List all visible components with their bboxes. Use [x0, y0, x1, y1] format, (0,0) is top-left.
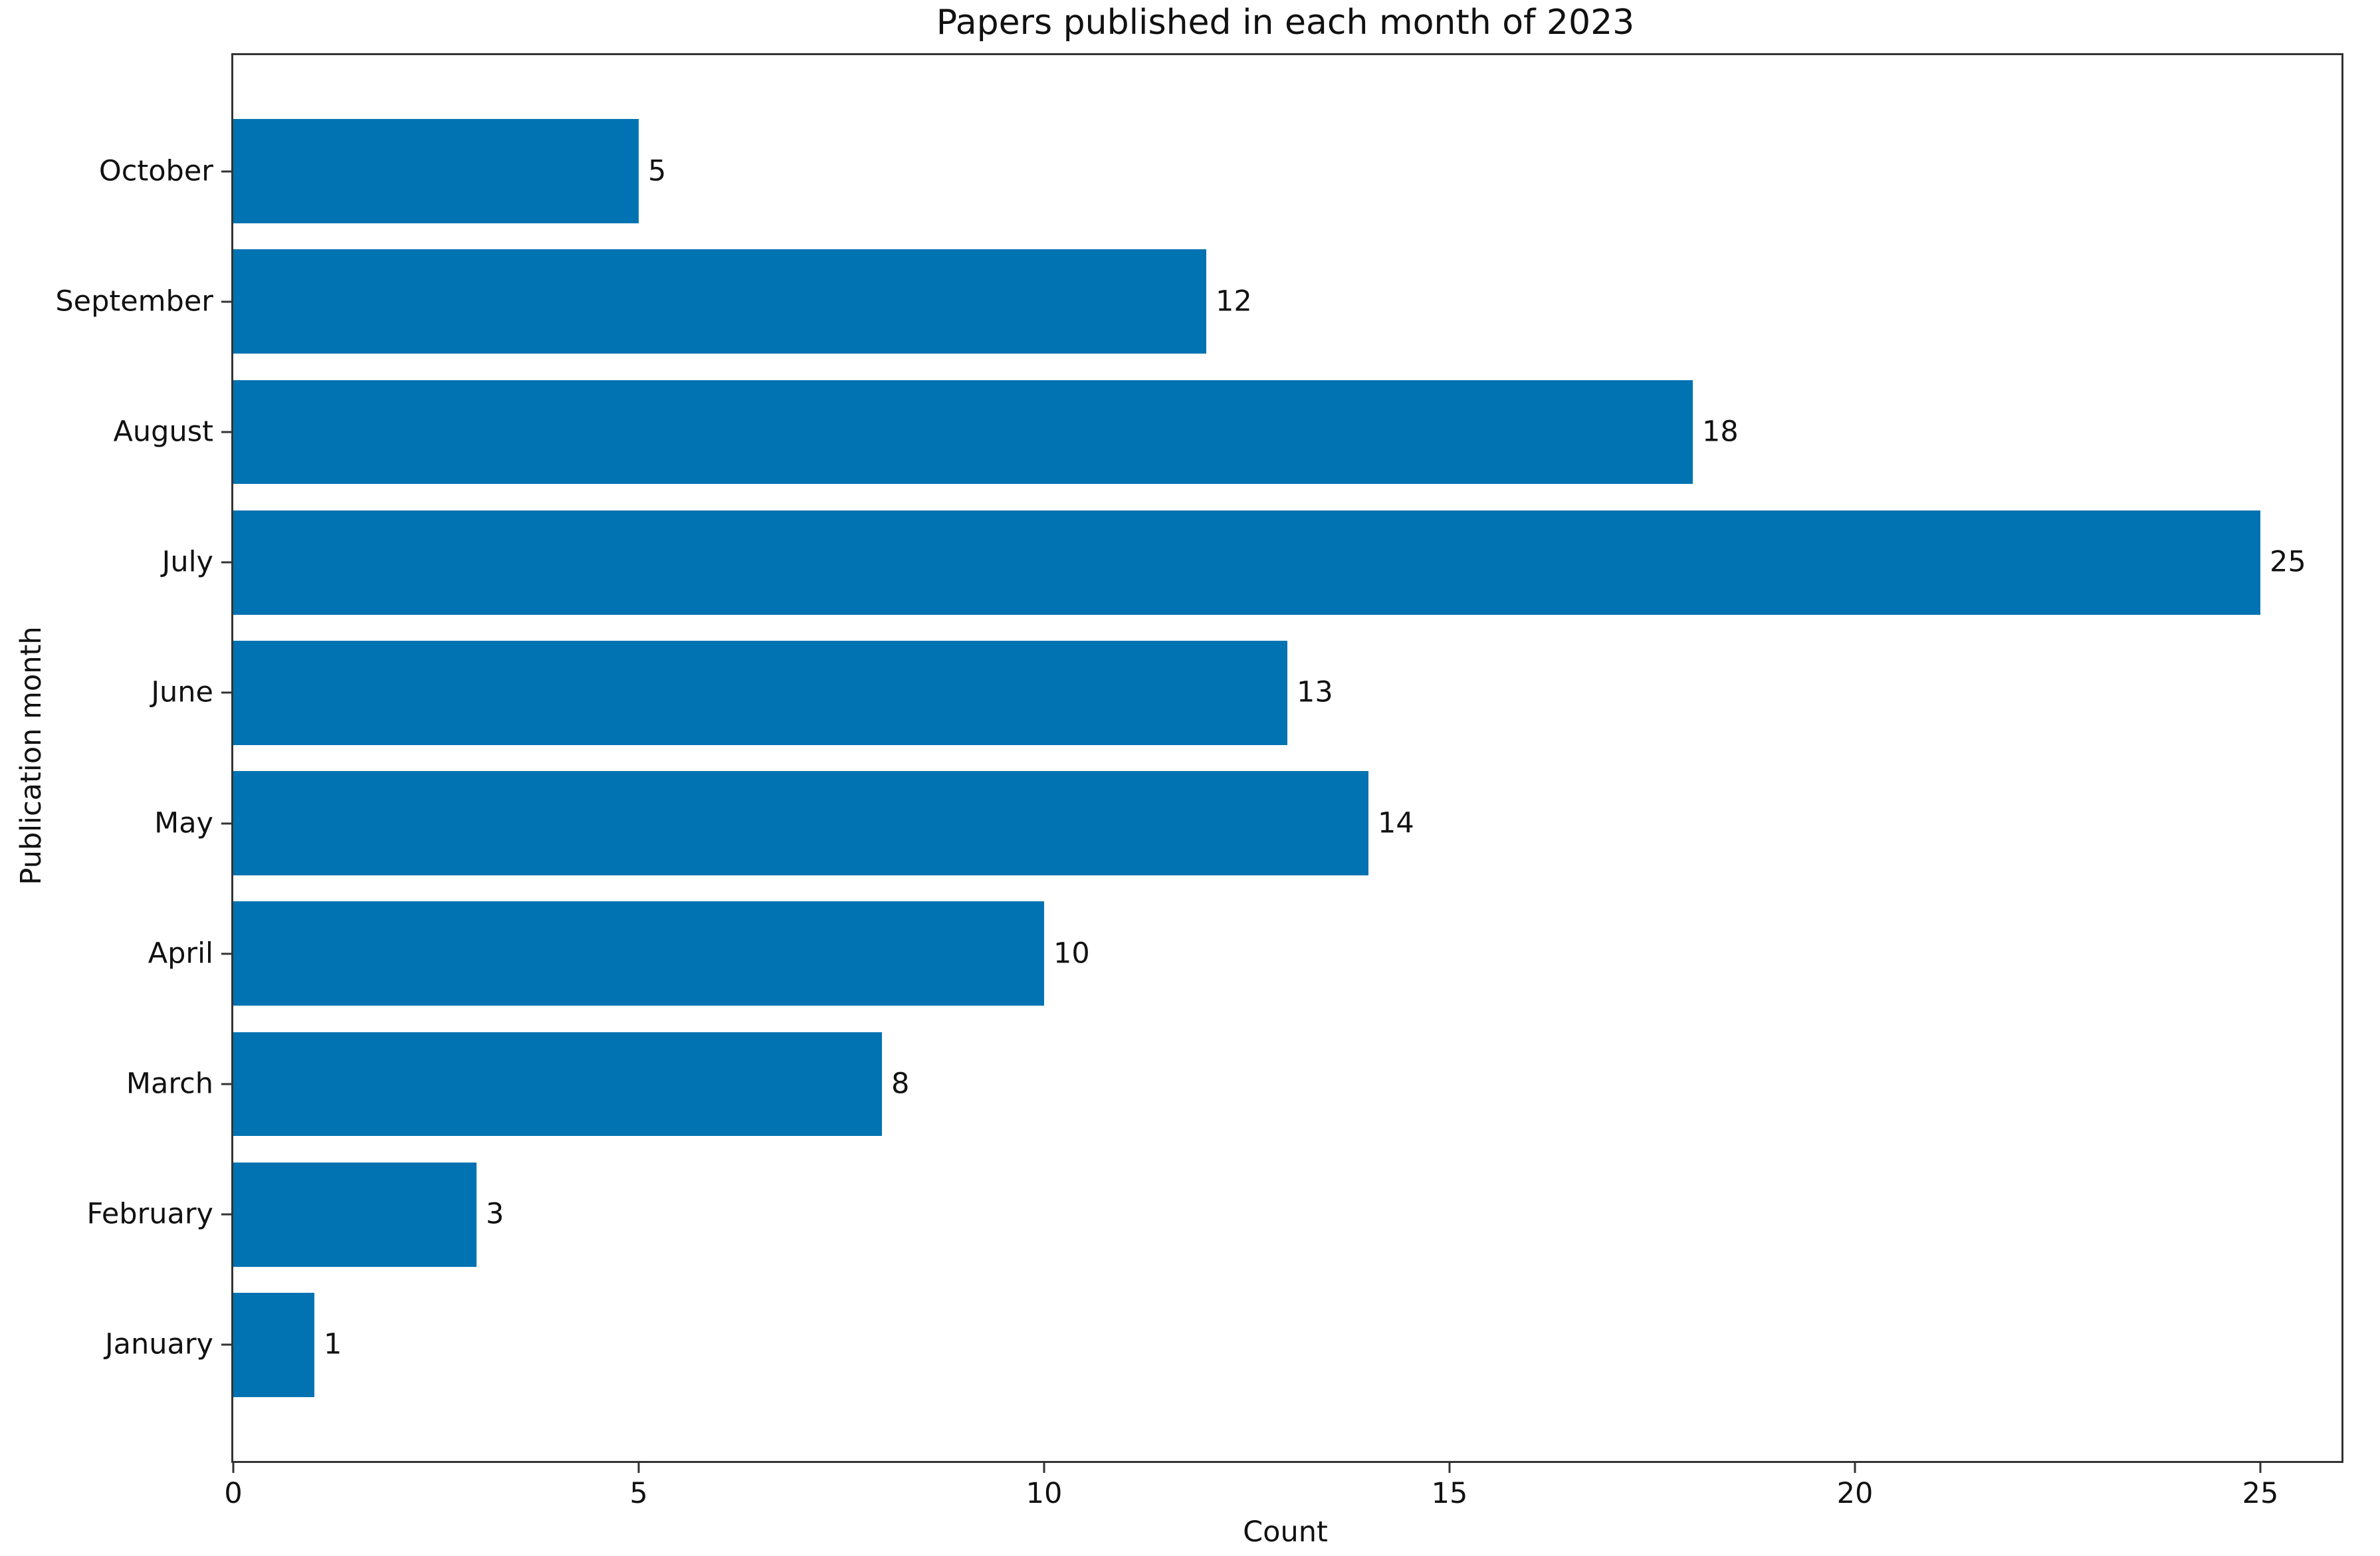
bar-value-label-october: 5: [648, 154, 667, 188]
bar-february: [233, 1162, 477, 1267]
x-tick-0: [232, 1463, 235, 1473]
x-axis-label: Count: [1243, 1515, 1328, 1549]
bar-value-label-june: 13: [1297, 675, 1333, 709]
bar-value-label-february: 3: [486, 1197, 504, 1231]
y-tick-may: [221, 822, 231, 825]
y-tick-label-september: September: [55, 284, 213, 318]
y-tick-label-february: February: [86, 1197, 213, 1231]
x-tick-25: [2259, 1463, 2262, 1473]
x-tick-20: [1854, 1463, 1856, 1473]
y-tick-june: [221, 691, 231, 694]
x-tick-label-10: 10: [1026, 1477, 1063, 1510]
y-tick-label-july: July: [162, 545, 213, 579]
x-tick-label-0: 0: [224, 1477, 243, 1510]
bar-september: [233, 249, 1206, 354]
y-axis-label: Publication month: [15, 626, 48, 885]
y-tick-label-may: May: [154, 806, 213, 840]
y-tick-april: [221, 952, 231, 955]
bar-value-label-july: 25: [2270, 545, 2306, 579]
y-tick-september: [221, 300, 231, 303]
bar-october: [233, 119, 639, 224]
bar-value-label-march: 8: [891, 1067, 910, 1101]
plot-area: 5 October 12 September 18 August 25 July 13 June 1…: [55, 53, 2343, 1508]
y-tick-march: [221, 1083, 231, 1085]
x-tick-10: [1043, 1463, 1045, 1473]
x-tick-label-15: 15: [1431, 1477, 1468, 1510]
bar-august: [233, 380, 1693, 485]
y-tick-october: [221, 170, 231, 173]
bar-january: [233, 1292, 314, 1397]
y-tick-label-january: January: [104, 1327, 213, 1361]
bar-march: [233, 1032, 882, 1137]
bar-value-label-january: 1: [324, 1327, 342, 1361]
y-tick-label-august: August: [113, 415, 213, 449]
y-tick-february: [221, 1213, 231, 1216]
bar-value-label-september: 12: [1216, 284, 1252, 318]
x-tick-label-20: 20: [1836, 1477, 1874, 1510]
y-tick-label-april: April: [148, 937, 213, 970]
x-tick-label-25: 25: [2242, 1477, 2279, 1510]
x-tick-label-5: 5: [629, 1477, 648, 1510]
x-tick-15: [1448, 1463, 1451, 1473]
y-tick-january: [221, 1343, 231, 1346]
y-tick-label-march: March: [126, 1067, 213, 1101]
y-tick-label-october: October: [98, 154, 213, 188]
y-tick-label-june: June: [151, 675, 213, 709]
bar-july: [233, 510, 2260, 615]
bar-april: [233, 901, 1044, 1006]
bar-value-label-may: 14: [1377, 806, 1414, 840]
chart-title: Papers published in each month of 2023: [936, 3, 1635, 43]
bar-value-label-april: 10: [1053, 937, 1090, 970]
bar-may: [233, 771, 1368, 876]
x-tick-5: [637, 1463, 640, 1473]
y-tick-august: [221, 431, 231, 433]
bar-value-label-august: 18: [1701, 415, 1739, 449]
bar-june: [233, 640, 1287, 745]
y-tick-july: [221, 561, 231, 564]
